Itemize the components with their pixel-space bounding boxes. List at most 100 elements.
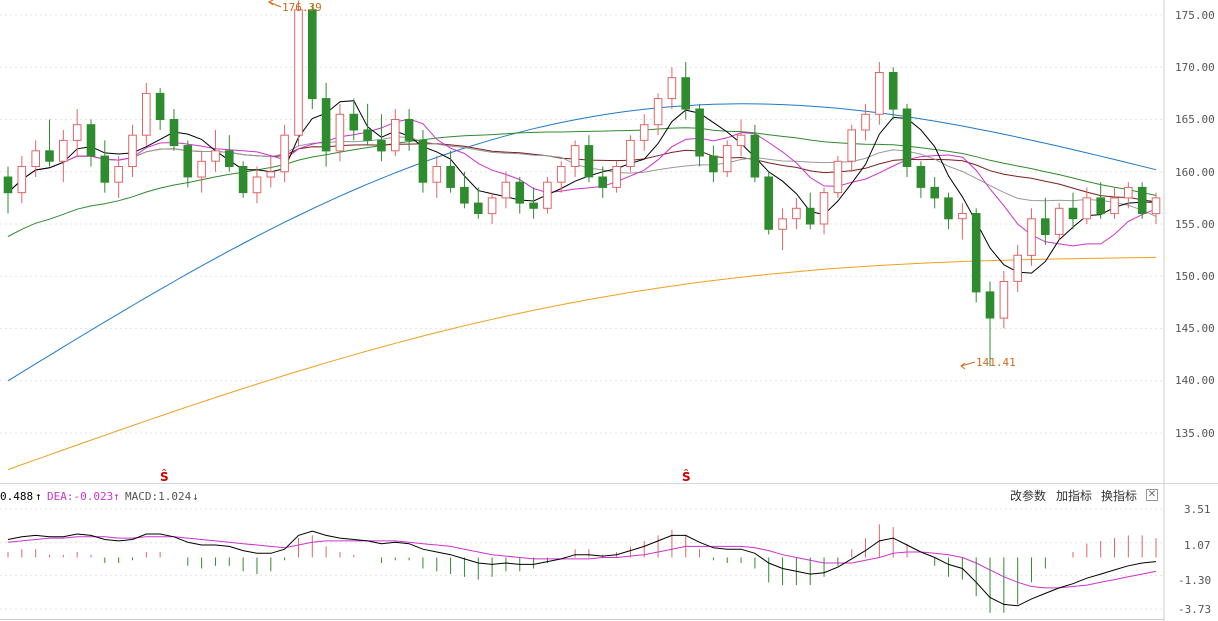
- price-axis: 175.00 170.00 165.00 160.00 155.00 150.0…: [1175, 9, 1215, 440]
- macd-tick-label: 1.07: [1184, 539, 1211, 552]
- candle-down: [100, 155, 110, 183]
- close-icon[interactable]: ✕: [1146, 489, 1158, 501]
- candle-up: [501, 181, 511, 199]
- candle-down: [709, 155, 718, 173]
- candle-down: [944, 197, 953, 220]
- ma60-line: [7, 127, 1157, 237]
- candle-down: [805, 207, 815, 225]
- candle-down: [1096, 197, 1106, 215]
- price-tick-label: 175.00: [1175, 9, 1215, 22]
- price-tick-label: 135.00: [1175, 427, 1215, 440]
- candle-down: [584, 145, 594, 178]
- price-tick-label: 155.00: [1175, 218, 1215, 231]
- ma10-line: [7, 118, 1157, 247]
- candle-up: [72, 124, 82, 141]
- candle-up: [722, 145, 732, 173]
- candle-down: [529, 202, 538, 209]
- candle-down: [45, 150, 54, 162]
- candle-up: [556, 166, 566, 183]
- candle-down: [681, 77, 691, 110]
- candle-up: [432, 166, 442, 183]
- switch-indicator-button[interactable]: 换指标: [1101, 489, 1138, 503]
- macd-arrow-icon: ↓: [192, 490, 199, 503]
- low-annotation: 141.41: [960, 356, 1016, 370]
- candle-down: [1041, 218, 1050, 236]
- candle-down: [225, 150, 234, 168]
- event-marker[interactable]: Ŝ: [682, 469, 691, 484]
- candle-up: [1151, 197, 1161, 215]
- add-indicator-button[interactable]: 加指标: [1056, 489, 1093, 503]
- candle-up: [280, 134, 289, 173]
- candle-down: [238, 166, 248, 194]
- macd-tick-label: 3.51: [1184, 503, 1211, 516]
- candle-up: [59, 139, 68, 162]
- candle-up: [31, 150, 40, 168]
- price-gridlines: [0, 14, 1164, 434]
- price-tick-label: 140.00: [1175, 374, 1215, 387]
- macd-legend: 0.488 ↑ DEA:-0.023 ↑ MACD:1.024 ↓: [0, 490, 199, 503]
- dea-value: DEA:-0.023: [47, 490, 113, 503]
- candle-up: [667, 77, 677, 100]
- candle-up: [626, 139, 635, 167]
- candle-up: [197, 160, 206, 178]
- candle-up: [792, 207, 801, 220]
- candle-down: [446, 166, 455, 188]
- candle-up: [861, 113, 870, 131]
- candle-up: [1054, 207, 1064, 235]
- candle-up: [958, 213, 967, 220]
- low-price-label: 141.41: [976, 356, 1016, 369]
- candle-down: [155, 92, 165, 121]
- candle-down: [460, 186, 469, 204]
- candle-down: [183, 145, 193, 178]
- candle-up: [266, 171, 276, 178]
- dif-arrow-icon: ↑: [35, 490, 42, 503]
- moving-average-lines: [7, 100, 1157, 471]
- candle-down: [515, 181, 525, 204]
- candle-up: [1110, 197, 1119, 215]
- candle-up: [142, 92, 151, 136]
- candle-down: [888, 72, 898, 110]
- candle-down: [86, 124, 96, 157]
- candle-up: [391, 119, 400, 152]
- candle-down: [985, 291, 995, 319]
- candlestick-series: [3, 0, 1161, 367]
- candle-up: [736, 134, 746, 147]
- macd-histogram: [7, 524, 1157, 613]
- macd-axis: 3.51 1.07 -1.30 -3.73: [1178, 503, 1211, 616]
- candle-down: [474, 202, 483, 215]
- candle-up: [1124, 186, 1133, 199]
- macd-lines: [7, 530, 1157, 607]
- price-tick-label: 160.00: [1175, 166, 1215, 179]
- candle-up: [570, 145, 580, 168]
- candle-up: [653, 98, 663, 126]
- high-price-label: 176.39: [282, 1, 322, 14]
- ma20-line: [7, 136, 1157, 217]
- candle-down: [363, 129, 372, 141]
- price-tick-label: 165.00: [1175, 113, 1215, 126]
- candle-up: [639, 124, 649, 141]
- edit-params-button[interactable]: 改参数: [1010, 489, 1047, 503]
- candle-down: [750, 134, 760, 178]
- high-annotation: 176.39: [268, 0, 322, 14]
- candle-up: [833, 160, 843, 194]
- ma30-line: [7, 143, 1157, 203]
- macd-value: MACD:1.024: [125, 490, 192, 503]
- candle-up: [819, 192, 829, 225]
- candle-down: [695, 108, 704, 157]
- candle-down: [902, 108, 912, 167]
- candle-up: [999, 281, 1009, 319]
- candle-down: [1068, 207, 1078, 220]
- candle-up: [543, 181, 552, 209]
- macd-tick-label: -3.73: [1178, 603, 1211, 616]
- event-marker[interactable]: Ŝ: [160, 469, 169, 484]
- candle-down: [308, 9, 317, 100]
- ma120-line: [7, 103, 1157, 382]
- macd-tick-label: -1.30: [1178, 574, 1211, 587]
- candle-down: [404, 119, 414, 141]
- candle-up: [612, 166, 621, 188]
- candle-down: [418, 139, 428, 183]
- ma5-line: [7, 100, 1156, 274]
- candle-up: [847, 129, 857, 162]
- candle-down: [598, 176, 608, 188]
